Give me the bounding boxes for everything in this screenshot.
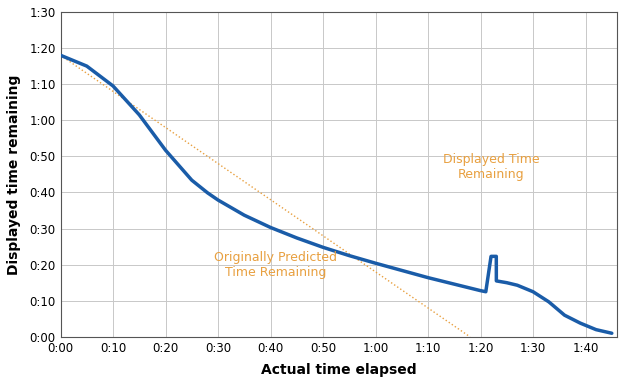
X-axis label: Actual time elapsed: Actual time elapsed [261, 363, 417, 377]
Text: Displayed Time
Remaining: Displayed Time Remaining [443, 153, 539, 181]
Y-axis label: Displayed time remaining: Displayed time remaining [7, 74, 21, 275]
Text: Originally Predicted
Time Remaining: Originally Predicted Time Remaining [214, 251, 338, 279]
